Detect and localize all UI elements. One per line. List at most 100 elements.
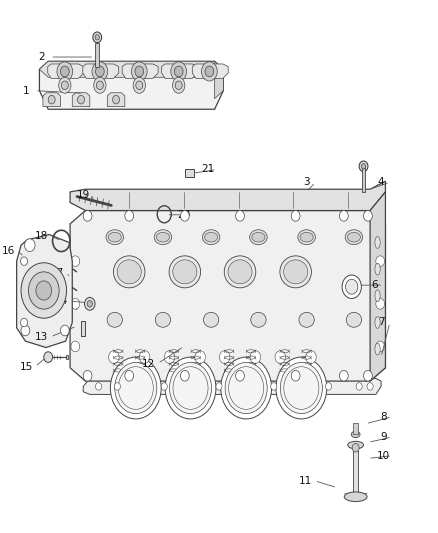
Circle shape: [131, 62, 147, 81]
Ellipse shape: [205, 232, 218, 242]
Polygon shape: [370, 192, 385, 381]
Polygon shape: [48, 64, 84, 78]
Ellipse shape: [136, 81, 143, 90]
Circle shape: [161, 383, 167, 390]
Ellipse shape: [96, 81, 103, 90]
Text: 3: 3: [303, 177, 310, 187]
Circle shape: [275, 351, 286, 364]
Text: 10: 10: [377, 451, 390, 461]
Ellipse shape: [375, 343, 380, 355]
Polygon shape: [83, 64, 119, 78]
Bar: [185, 169, 194, 177]
Ellipse shape: [299, 312, 314, 327]
Ellipse shape: [250, 230, 267, 245]
Circle shape: [21, 318, 28, 327]
Text: 21: 21: [201, 165, 215, 174]
Circle shape: [83, 370, 92, 381]
Circle shape: [276, 357, 327, 419]
Polygon shape: [215, 61, 223, 99]
Circle shape: [28, 272, 59, 309]
Ellipse shape: [202, 230, 220, 245]
Circle shape: [170, 362, 212, 414]
Ellipse shape: [173, 260, 197, 284]
Text: 20: 20: [177, 210, 191, 220]
Polygon shape: [70, 211, 385, 381]
Circle shape: [346, 279, 358, 294]
Polygon shape: [107, 93, 125, 107]
Ellipse shape: [375, 263, 380, 275]
Polygon shape: [192, 64, 228, 78]
Circle shape: [339, 211, 348, 221]
Bar: [66, 355, 68, 359]
Circle shape: [109, 351, 119, 364]
Ellipse shape: [169, 256, 201, 288]
Ellipse shape: [346, 312, 362, 327]
Ellipse shape: [284, 260, 308, 284]
Ellipse shape: [155, 312, 170, 327]
Circle shape: [250, 351, 261, 364]
Text: 8: 8: [380, 412, 387, 422]
Circle shape: [71, 256, 80, 266]
Text: 19: 19: [77, 190, 90, 199]
Circle shape: [361, 164, 366, 169]
Circle shape: [342, 275, 361, 298]
Text: 1: 1: [23, 86, 30, 95]
Ellipse shape: [298, 230, 315, 245]
Polygon shape: [39, 61, 223, 77]
Ellipse shape: [59, 77, 71, 93]
Circle shape: [291, 370, 300, 381]
Circle shape: [221, 357, 272, 419]
Ellipse shape: [133, 77, 145, 93]
Text: 7: 7: [378, 318, 385, 327]
Circle shape: [57, 62, 73, 81]
Circle shape: [71, 298, 80, 309]
Text: 18: 18: [35, 231, 48, 240]
Circle shape: [236, 211, 244, 221]
Circle shape: [306, 351, 316, 364]
Circle shape: [174, 66, 183, 77]
Ellipse shape: [203, 312, 219, 327]
Circle shape: [356, 383, 362, 390]
Circle shape: [135, 66, 144, 77]
Bar: [353, 423, 358, 434]
Circle shape: [164, 351, 175, 364]
Circle shape: [219, 351, 230, 364]
Bar: [353, 450, 358, 497]
Ellipse shape: [375, 317, 380, 328]
Ellipse shape: [375, 290, 380, 302]
Ellipse shape: [344, 492, 367, 502]
Ellipse shape: [348, 441, 364, 449]
Circle shape: [195, 351, 205, 364]
Circle shape: [367, 383, 373, 390]
Circle shape: [376, 256, 385, 266]
Circle shape: [376, 298, 385, 309]
Circle shape: [225, 362, 267, 414]
Circle shape: [25, 239, 35, 252]
Circle shape: [339, 370, 348, 381]
Circle shape: [171, 62, 187, 81]
Ellipse shape: [107, 312, 123, 327]
Text: 13: 13: [35, 332, 48, 342]
Text: 14: 14: [55, 296, 68, 306]
Polygon shape: [162, 64, 198, 78]
Bar: [362, 168, 365, 192]
Ellipse shape: [154, 230, 172, 245]
Circle shape: [92, 62, 108, 81]
Circle shape: [205, 66, 214, 77]
Ellipse shape: [347, 232, 360, 242]
Circle shape: [21, 257, 28, 265]
Polygon shape: [83, 378, 381, 394]
Ellipse shape: [252, 232, 265, 242]
Ellipse shape: [106, 230, 124, 245]
Circle shape: [364, 370, 372, 381]
Circle shape: [44, 352, 53, 362]
Circle shape: [125, 370, 134, 381]
Ellipse shape: [228, 260, 252, 284]
Text: 15: 15: [20, 362, 33, 372]
Ellipse shape: [113, 256, 145, 288]
Circle shape: [85, 297, 95, 310]
Text: 2: 2: [38, 52, 45, 62]
Polygon shape: [70, 181, 385, 211]
Circle shape: [364, 211, 372, 221]
Circle shape: [95, 383, 102, 390]
